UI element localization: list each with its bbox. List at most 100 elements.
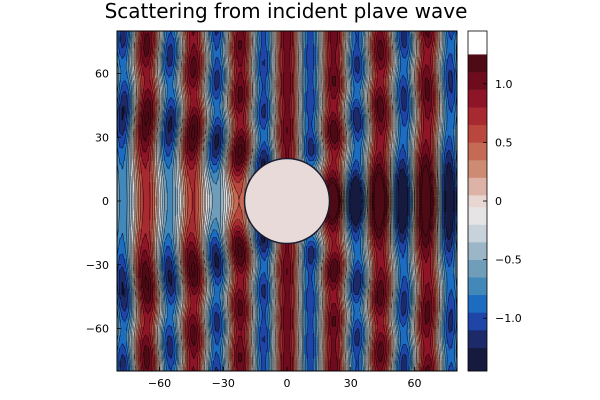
field-cell: [142, 207, 146, 210]
field-cell: [123, 356, 126, 359]
field-cell: [136, 315, 139, 319]
field-cell: [144, 103, 148, 106]
field-cell: [134, 118, 137, 121]
field-cell: [142, 122, 146, 125]
field-cell: [123, 213, 126, 217]
field-cell: [127, 137, 131, 140]
field-cell: [138, 45, 141, 49]
field-cell: [134, 194, 137, 198]
field-cell: [153, 239, 156, 242]
field-cell: [117, 118, 120, 121]
field-cell: [129, 60, 133, 64]
field-cell: [119, 198, 122, 202]
field-cell: [121, 31, 124, 34]
field-cell: [121, 69, 124, 72]
field-cell: [146, 260, 150, 264]
field-cell: [144, 107, 148, 111]
field-cell: [131, 67, 135, 70]
field-cell: [134, 252, 137, 255]
field-cell: [119, 326, 122, 329]
field-cell: [136, 237, 139, 240]
field-cell: [136, 118, 139, 121]
field-cell: [136, 358, 139, 361]
field-cell: [134, 96, 137, 100]
field-cell: [148, 181, 152, 185]
field-cell: [140, 116, 143, 119]
field-cell: [136, 258, 139, 261]
field-cell: [136, 198, 139, 202]
field-cell: [127, 118, 131, 121]
field-cell: [129, 62, 133, 66]
field-cell: [119, 226, 122, 230]
field-cell: [144, 175, 148, 179]
field-cell: [151, 94, 154, 98]
field-cell: [134, 167, 137, 170]
field-cell: [148, 94, 152, 98]
field-cell: [144, 241, 148, 244]
field-cell: [119, 179, 122, 183]
field-cell: [136, 143, 139, 147]
field-cell: [134, 269, 137, 272]
field-cell: [144, 133, 148, 136]
field-cell: [155, 307, 158, 310]
field-cell: [153, 96, 156, 100]
field-cell: [121, 60, 124, 64]
field-cell: [140, 328, 143, 332]
field-cell: [131, 99, 135, 102]
field-cell: [151, 88, 154, 91]
field-cell: [155, 184, 158, 187]
field-cell: [125, 156, 129, 159]
field-cell: [146, 254, 150, 257]
field-cell: [144, 366, 148, 370]
field-cell: [123, 247, 126, 251]
field-cell: [157, 196, 160, 200]
field-cell: [127, 65, 131, 68]
field-cell: [140, 118, 143, 121]
field-cell: [131, 313, 135, 317]
field-cell: [159, 326, 163, 329]
field-cell: [123, 99, 126, 102]
field-cell: [117, 281, 120, 285]
field-cell: [136, 43, 139, 47]
field-cell: [155, 294, 158, 298]
field-cell: [123, 339, 126, 342]
field-cell: [123, 192, 126, 196]
field-cell: [136, 86, 139, 89]
field-cell: [125, 201, 129, 204]
field-cell: [144, 73, 148, 77]
field-cell: [140, 143, 143, 147]
field-cell: [140, 275, 143, 278]
field-cell: [157, 135, 160, 138]
field-cell: [157, 82, 160, 85]
field-cell: [123, 158, 126, 162]
field-cell: [144, 256, 148, 259]
field-cell: [121, 50, 124, 53]
field-cell: [123, 205, 126, 208]
field-cell: [142, 305, 146, 308]
field-cell: [121, 177, 124, 181]
field-cell: [153, 320, 156, 323]
field-cell: [127, 320, 131, 323]
field-cell: [123, 249, 126, 253]
field-cell: [140, 181, 143, 185]
field-cell: [123, 101, 126, 104]
field-cell: [144, 228, 148, 232]
field-cell: [146, 75, 150, 79]
field-cell: [136, 211, 139, 215]
field-cell: [121, 186, 124, 189]
field-cell: [125, 264, 129, 268]
field-cell: [117, 205, 120, 208]
field-cell: [155, 113, 158, 117]
field-cell: [129, 334, 133, 338]
field-cell: [131, 317, 135, 321]
field-cell: [151, 124, 154, 128]
field-cell: [140, 232, 143, 236]
field-cell: [117, 92, 120, 96]
field-cell: [140, 222, 143, 225]
field-cell: [153, 247, 156, 251]
field-cell: [142, 334, 146, 338]
field-cell: [136, 334, 139, 338]
field-cell: [117, 311, 120, 315]
field-cell: [146, 50, 150, 53]
field-cell: [117, 103, 120, 106]
